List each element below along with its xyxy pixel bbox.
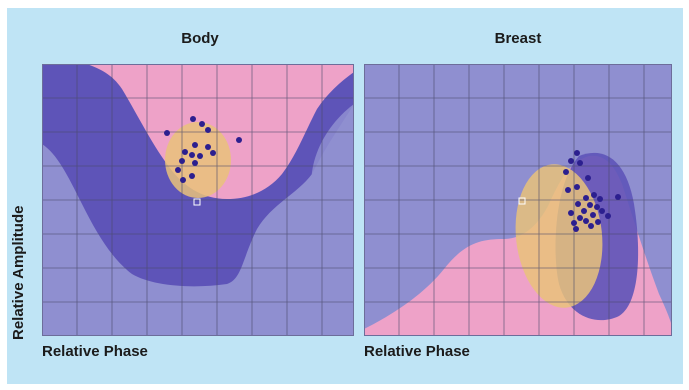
body-grid: [42, 64, 354, 336]
breast-points: [563, 150, 621, 232]
breast-plot: [364, 64, 672, 336]
x-axis-label-breast: Relative Phase: [364, 343, 470, 360]
body-points: [164, 116, 242, 183]
body-ellipse: [165, 122, 231, 198]
panel-title-body: Body: [181, 30, 219, 47]
panel-title-breast: Breast: [494, 30, 542, 47]
y-axis-label: Relative Amplitude: [10, 205, 27, 340]
body-reference-marker: [193, 198, 201, 206]
breast-reference-marker: [518, 197, 526, 205]
breast-grid: [364, 64, 672, 336]
x-axis-label-body: Relative Phase: [42, 343, 148, 360]
body-plot: [42, 64, 354, 336]
